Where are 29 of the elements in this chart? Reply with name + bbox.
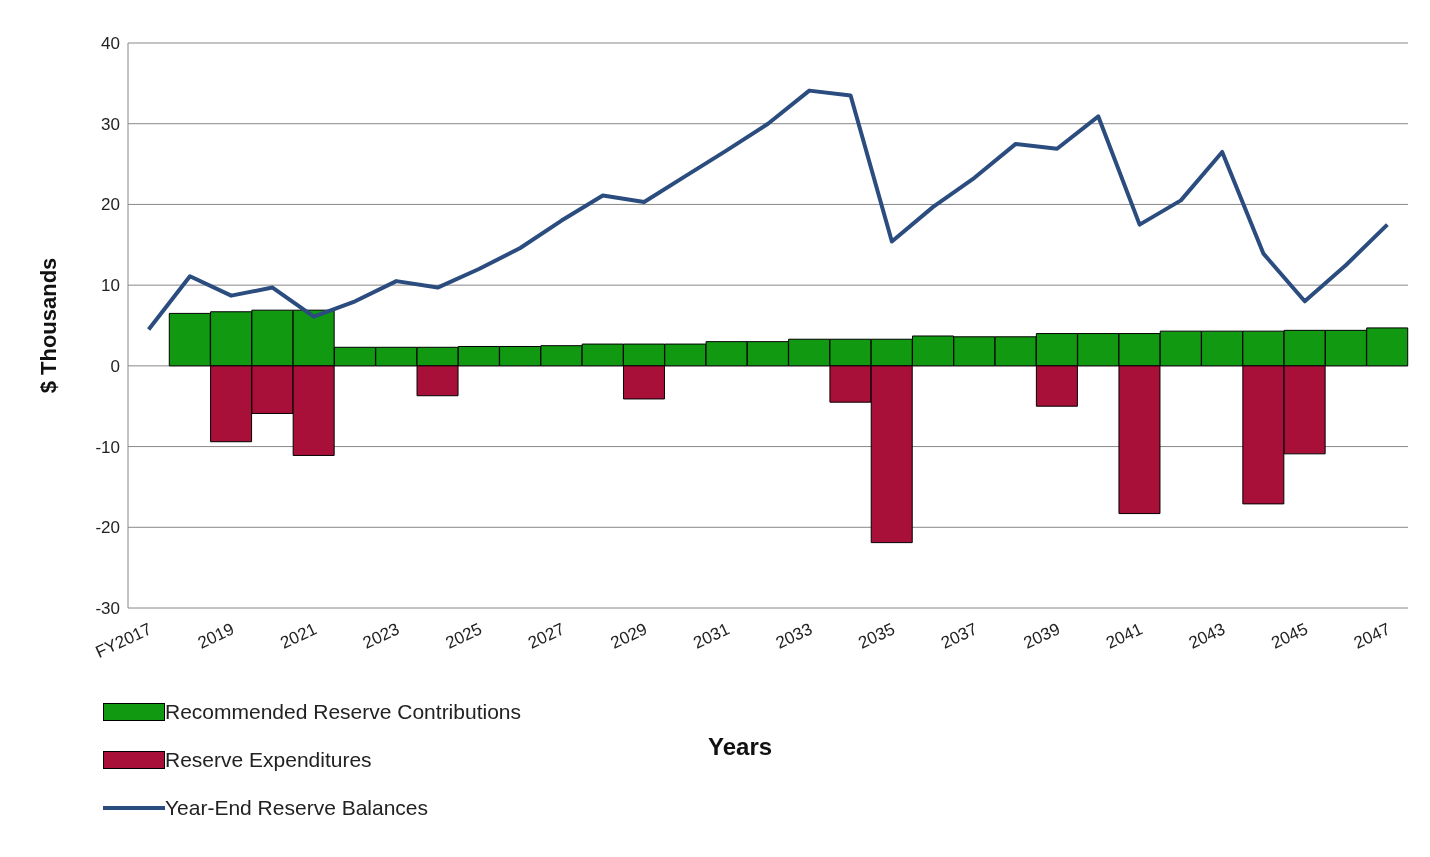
legend-label: Recommended Reserve Contributions: [165, 699, 522, 725]
x-axis-title: Years: [708, 733, 773, 761]
x-tick-label: 2039: [1020, 619, 1063, 653]
y-tick-label: 30: [101, 114, 120, 134]
x-tick-label: 2047: [1350, 619, 1394, 653]
y-tick-label: -10: [95, 437, 120, 457]
x-tick-label: 2027: [525, 619, 568, 653]
y-tick-label: -30: [95, 599, 120, 619]
x-tick-label: 2037: [938, 619, 981, 653]
x-tick-label: 2029: [607, 619, 651, 653]
x-tick-label: 2023: [359, 619, 403, 653]
y-tick-label: 0: [110, 356, 120, 376]
x-tick-label: 2031: [690, 619, 733, 653]
x-tick-label: 2033: [772, 619, 816, 653]
line-series: [146, 88, 1390, 332]
x-tick-label: 2041: [1103, 619, 1146, 653]
x-tick-label: 2025: [442, 619, 485, 653]
y-tick-label: 10: [101, 276, 120, 296]
x-tick-label: 2019: [194, 619, 238, 653]
y-tick-label: 20: [101, 195, 120, 215]
y-tick-label: 40: [101, 34, 120, 54]
legend-label: Reserve Expenditures: [165, 747, 372, 773]
legend-label: Year-End Reserve Balances: [165, 795, 429, 821]
y-axis-title: $ Thousands: [35, 257, 61, 394]
x-tick-label: 2043: [1185, 619, 1229, 653]
x-tick-label: 2045: [1268, 619, 1311, 653]
x-tick-label: 2021: [277, 619, 320, 653]
x-tick-label: 2035: [855, 619, 898, 653]
y-tick-label: -20: [95, 518, 120, 538]
